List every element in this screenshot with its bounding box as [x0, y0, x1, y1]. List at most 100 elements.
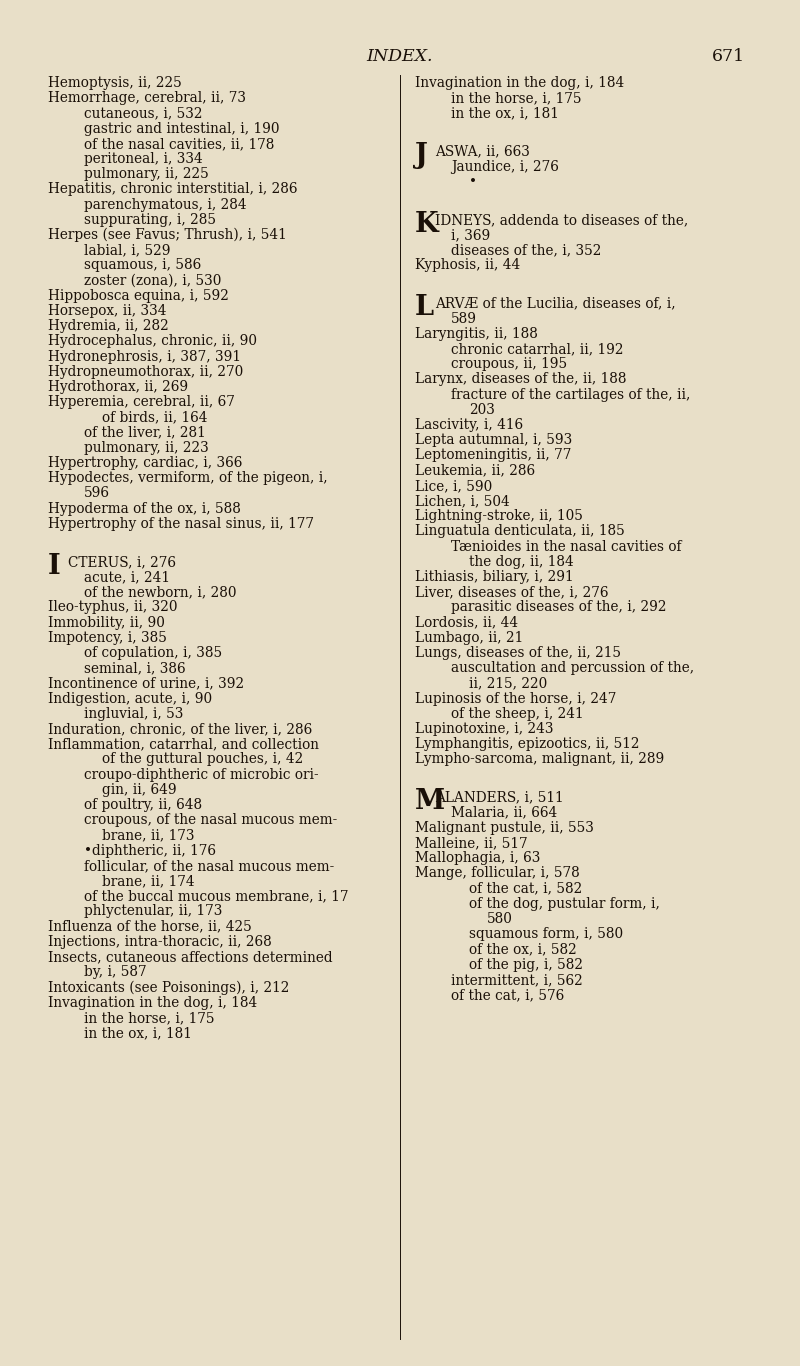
Text: of the guttural pouches, i, 42: of the guttural pouches, i, 42: [102, 753, 303, 766]
Text: Lascivity, i, 416: Lascivity, i, 416: [415, 418, 523, 432]
Text: ASWA, ii, 663: ASWA, ii, 663: [435, 145, 530, 158]
Text: Insects, cutaneous affections determined: Insects, cutaneous affections determined: [48, 949, 333, 964]
Text: Lice, i, 590: Lice, i, 590: [415, 479, 492, 493]
Text: of the buccal mucous membrane, i, 17: of the buccal mucous membrane, i, 17: [84, 889, 349, 903]
Text: 203: 203: [469, 403, 495, 417]
Text: zoster (zona), i, 530: zoster (zona), i, 530: [84, 273, 222, 288]
Text: Hypodectes, vermiform, of the pigeon, i,: Hypodectes, vermiform, of the pigeon, i,: [48, 471, 328, 485]
Text: croupous, of the nasal mucous mem-: croupous, of the nasal mucous mem-: [84, 813, 338, 828]
Text: K: K: [415, 210, 438, 238]
Text: Invagination in the dog, i, 184: Invagination in the dog, i, 184: [48, 996, 258, 1009]
Text: Lympho-sarcoma, malignant, ii, 289: Lympho-sarcoma, malignant, ii, 289: [415, 753, 664, 766]
Text: of the pig, i, 582: of the pig, i, 582: [469, 958, 583, 971]
Text: parasitic diseases of the, i, 292: parasitic diseases of the, i, 292: [451, 601, 666, 615]
Text: Lithiasis, biliary, i, 291: Lithiasis, biliary, i, 291: [415, 570, 574, 585]
Text: Influenza of the horse, ii, 425: Influenza of the horse, ii, 425: [48, 919, 252, 933]
Text: Hypertrophy of the nasal sinus, ii, 177: Hypertrophy of the nasal sinus, ii, 177: [48, 516, 314, 531]
Text: Hemoptysis, ii, 225: Hemoptysis, ii, 225: [48, 76, 182, 90]
Text: Lymphangitis, epizootics, ii, 512: Lymphangitis, epizootics, ii, 512: [415, 738, 639, 751]
Text: in the horse, i, 175: in the horse, i, 175: [84, 1011, 214, 1024]
Text: Hydremia, ii, 282: Hydremia, ii, 282: [48, 320, 169, 333]
Text: Injections, intra-thoracic, ii, 268: Injections, intra-thoracic, ii, 268: [48, 934, 272, 949]
Text: Indigestion, acute, i, 90: Indigestion, acute, i, 90: [48, 691, 212, 706]
Text: seminal, i, 386: seminal, i, 386: [84, 661, 186, 675]
Text: i, 369: i, 369: [451, 228, 490, 242]
Text: in the ox, i, 181: in the ox, i, 181: [84, 1026, 192, 1040]
Text: of poultry, ii, 648: of poultry, ii, 648: [84, 798, 202, 811]
Text: Invagination in the dog, i, 184: Invagination in the dog, i, 184: [415, 76, 624, 90]
Text: cutaneous, i, 532: cutaneous, i, 532: [84, 107, 202, 120]
Text: Hydropneumothorax, ii, 270: Hydropneumothorax, ii, 270: [48, 365, 243, 378]
Text: gin, ii, 649: gin, ii, 649: [102, 783, 177, 796]
Text: CTERUS, i, 276: CTERUS, i, 276: [68, 555, 176, 568]
Text: M: M: [415, 788, 445, 816]
Text: Horsepox, ii, 334: Horsepox, ii, 334: [48, 305, 166, 318]
Text: ARVÆ of the Lucilia, diseases of, i,: ARVÆ of the Lucilia, diseases of, i,: [435, 296, 675, 310]
Text: Mallophagia, i, 63: Mallophagia, i, 63: [415, 851, 540, 865]
Text: Incontinence of urine, i, 392: Incontinence of urine, i, 392: [48, 676, 244, 690]
Text: squamous, i, 586: squamous, i, 586: [84, 258, 202, 272]
Text: of the cat, i, 582: of the cat, i, 582: [469, 881, 582, 896]
Text: suppurating, i, 285: suppurating, i, 285: [84, 213, 216, 227]
Text: in the horse, i, 175: in the horse, i, 175: [451, 92, 582, 105]
Text: Laryngitis, ii, 188: Laryngitis, ii, 188: [415, 326, 538, 340]
Text: Jaundice, i, 276: Jaundice, i, 276: [451, 160, 559, 173]
Text: L: L: [415, 295, 434, 321]
Text: Malleine, ii, 517: Malleine, ii, 517: [415, 836, 528, 850]
Text: of the ox, i, 582: of the ox, i, 582: [469, 943, 577, 956]
Text: IDNEYS, addenda to diseases of the,: IDNEYS, addenda to diseases of the,: [435, 213, 688, 227]
Text: 596: 596: [84, 486, 110, 500]
Text: 580: 580: [487, 912, 513, 926]
Text: Larynx, diseases of the, ii, 188: Larynx, diseases of the, ii, 188: [415, 373, 626, 387]
Text: Lungs, diseases of the, ii, 215: Lungs, diseases of the, ii, 215: [415, 646, 621, 660]
Text: Hypertrophy, cardiac, i, 366: Hypertrophy, cardiac, i, 366: [48, 456, 242, 470]
Text: pulmonary, ii, 225: pulmonary, ii, 225: [84, 167, 209, 182]
Text: Lumbago, ii, 21: Lumbago, ii, 21: [415, 631, 523, 645]
Text: Hydrothorax, ii, 269: Hydrothorax, ii, 269: [48, 380, 188, 393]
Text: squamous form, i, 580: squamous form, i, 580: [469, 928, 623, 941]
Text: Induration, chronic, of the liver, i, 286: Induration, chronic, of the liver, i, 28…: [48, 723, 312, 736]
Text: croupous, ii, 195: croupous, ii, 195: [451, 357, 567, 372]
Text: of copulation, i, 385: of copulation, i, 385: [84, 646, 222, 660]
Text: Kyphosis, ii, 44: Kyphosis, ii, 44: [415, 258, 520, 272]
Text: parenchymatous, i, 284: parenchymatous, i, 284: [84, 198, 246, 212]
Text: Lightning-stroke, ii, 105: Lightning-stroke, ii, 105: [415, 510, 583, 523]
Text: ALANDERS, i, 511: ALANDERS, i, 511: [435, 791, 563, 805]
Text: labial, i, 529: labial, i, 529: [84, 243, 170, 257]
Text: ingluvial, i, 53: ingluvial, i, 53: [84, 706, 183, 721]
Text: fracture of the cartilages of the, ii,: fracture of the cartilages of the, ii,: [451, 388, 690, 402]
Text: Hepatitis, chronic interstitial, i, 286: Hepatitis, chronic interstitial, i, 286: [48, 183, 298, 197]
Text: •diphtheric, ii, 176: •diphtheric, ii, 176: [84, 844, 216, 858]
Text: Ileo-typhus, ii, 320: Ileo-typhus, ii, 320: [48, 601, 178, 615]
Text: Lordosis, ii, 44: Lordosis, ii, 44: [415, 616, 518, 630]
Text: Inflammation, catarrhal, and collection: Inflammation, catarrhal, and collection: [48, 738, 319, 751]
Text: diseases of the, i, 352: diseases of the, i, 352: [451, 243, 602, 257]
Text: Liver, diseases of the, i, 276: Liver, diseases of the, i, 276: [415, 585, 609, 600]
Text: intermittent, i, 562: intermittent, i, 562: [451, 973, 582, 986]
Text: Herpes (see Favus; Thrush), i, 541: Herpes (see Favus; Thrush), i, 541: [48, 228, 286, 242]
Text: of the sheep, i, 241: of the sheep, i, 241: [451, 706, 584, 721]
Text: Immobility, ii, 90: Immobility, ii, 90: [48, 616, 165, 630]
Text: ii, 215, 220: ii, 215, 220: [469, 676, 547, 690]
Text: Hyperemia, cerebral, ii, 67: Hyperemia, cerebral, ii, 67: [48, 395, 235, 410]
Text: Hemorrhage, cerebral, ii, 73: Hemorrhage, cerebral, ii, 73: [48, 92, 246, 105]
Text: of the nasal cavities, ii, 178: of the nasal cavities, ii, 178: [84, 137, 274, 150]
Text: 589: 589: [451, 311, 477, 325]
Text: Impotency, i, 385: Impotency, i, 385: [48, 631, 167, 645]
Text: Malaria, ii, 664: Malaria, ii, 664: [451, 806, 558, 820]
Text: acute, i, 241: acute, i, 241: [84, 570, 170, 585]
Text: of the newborn, i, 280: of the newborn, i, 280: [84, 585, 237, 600]
Text: Mange, follicular, i, 578: Mange, follicular, i, 578: [415, 866, 580, 881]
Text: •: •: [469, 175, 477, 189]
Text: Hippobosca equina, i, 592: Hippobosca equina, i, 592: [48, 288, 229, 303]
Text: Hypoderma of the ox, i, 588: Hypoderma of the ox, i, 588: [48, 501, 241, 515]
Text: Leukemia, ii, 286: Leukemia, ii, 286: [415, 463, 535, 478]
Text: follicular, of the nasal mucous mem-: follicular, of the nasal mucous mem-: [84, 859, 334, 873]
Text: peritoneal, i, 334: peritoneal, i, 334: [84, 152, 202, 167]
Text: chronic catarrhal, ii, 192: chronic catarrhal, ii, 192: [451, 342, 623, 357]
Text: Tænioides in the nasal cavities of: Tænioides in the nasal cavities of: [451, 540, 682, 553]
Text: 671: 671: [711, 48, 745, 64]
Text: croupo-diphtheric of microbic ori-: croupo-diphtheric of microbic ori-: [84, 768, 318, 781]
Text: of the liver, i, 281: of the liver, i, 281: [84, 426, 206, 440]
Text: Intoxicants (see Poisonings), i, 212: Intoxicants (see Poisonings), i, 212: [48, 981, 290, 994]
